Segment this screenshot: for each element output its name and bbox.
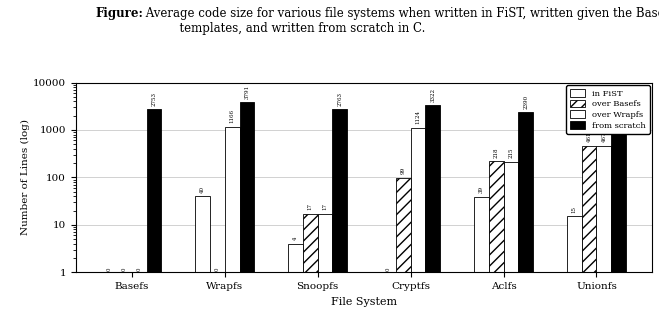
Text: Figure:: Figure: — [96, 7, 144, 19]
Y-axis label: Number of Lines (log): Number of Lines (log) — [21, 119, 30, 235]
Text: 3220: 3220 — [616, 88, 621, 102]
Text: 39: 39 — [478, 186, 484, 193]
Text: 2753: 2753 — [152, 92, 157, 106]
Bar — [132, 275, 146, 330]
Bar — [519, 112, 533, 330]
Text: 1166: 1166 — [229, 109, 235, 123]
Text: 3791: 3791 — [244, 85, 250, 99]
Text: 0: 0 — [215, 268, 219, 271]
Bar — [567, 216, 582, 330]
Text: 3322: 3322 — [430, 88, 436, 102]
Text: 40: 40 — [200, 186, 205, 193]
Text: 4: 4 — [293, 237, 298, 240]
Text: Average code size for various file systems when written in FiST, written given t: Average code size for various file syste… — [142, 7, 659, 35]
Bar — [146, 109, 161, 330]
Bar — [612, 106, 626, 330]
Text: 0: 0 — [386, 268, 391, 271]
Text: 0: 0 — [107, 268, 112, 271]
Text: 467: 467 — [602, 132, 606, 142]
Bar — [411, 127, 426, 330]
Text: 0: 0 — [136, 268, 142, 271]
Bar — [225, 127, 240, 330]
Text: 1124: 1124 — [416, 110, 420, 124]
Bar — [318, 214, 333, 330]
Text: 17: 17 — [322, 204, 328, 211]
Text: 99: 99 — [401, 167, 406, 174]
Text: 2763: 2763 — [337, 92, 343, 106]
Bar — [195, 196, 210, 330]
Bar — [596, 146, 612, 330]
Bar — [488, 161, 503, 330]
Legend: in FiST, over Basefs, over Wrapfs, from scratch: in FiST, over Basefs, over Wrapfs, from … — [566, 85, 650, 134]
Bar — [582, 146, 596, 330]
Bar — [474, 197, 488, 330]
Bar — [288, 244, 302, 330]
Bar — [302, 214, 318, 330]
Text: 461: 461 — [587, 132, 592, 143]
Bar — [117, 275, 132, 330]
Bar — [381, 275, 395, 330]
Text: 218: 218 — [494, 148, 499, 158]
Bar — [102, 275, 117, 330]
Text: 15: 15 — [571, 206, 577, 213]
Bar — [240, 103, 254, 330]
Text: 215: 215 — [509, 148, 513, 158]
Bar — [210, 275, 225, 330]
Text: 17: 17 — [308, 204, 312, 211]
Bar — [395, 178, 411, 330]
X-axis label: File System: File System — [331, 297, 397, 307]
Bar — [333, 109, 347, 330]
Bar — [503, 162, 519, 330]
Text: 0: 0 — [122, 268, 127, 271]
Bar — [426, 105, 440, 330]
Text: 2390: 2390 — [523, 94, 529, 109]
